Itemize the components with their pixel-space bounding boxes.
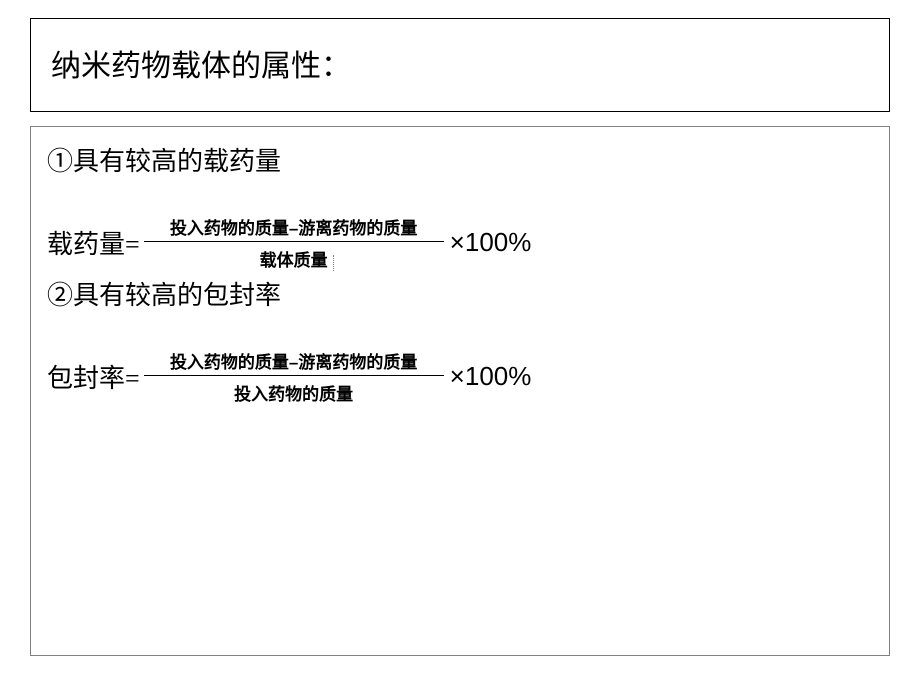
point-1: ①具有较高的载药量 [47, 141, 873, 178]
slide-title: 纳米药物载体的属性： [51, 41, 869, 85]
formula-2-suffix: ×100% [450, 361, 532, 392]
formula-1-label: 载药量= [47, 224, 140, 261]
formula-1: 载药量= 投入药物的质量–游离药物的质量 载体质量 ×100% [47, 214, 873, 271]
formula-2-denominator: 投入药物的质量 [234, 376, 353, 405]
formula-2-fraction: 投入药物的质量–游离药物的质量 投入药物的质量 [144, 348, 444, 405]
formula-1-denominator: 载体质量 [260, 242, 328, 271]
formula-2: 包封率= 投入药物的质量–游离药物的质量 投入药物的质量 ×100% [47, 348, 873, 405]
point-2: ②具有较高的包封率 [47, 275, 873, 312]
formula-2-numerator: 投入药物的质量–游离药物的质量 [170, 348, 417, 375]
formula-1-numerator: 投入药物的质量–游离药物的质量 [170, 214, 417, 241]
formula-1-suffix: ×100% [450, 227, 532, 258]
formula-1-fraction: 投入药物的质量–游离药物的质量 载体质量 [144, 214, 444, 271]
formula-2-label: 包封率= [47, 358, 140, 395]
content-box: ①具有较高的载药量 载药量= 投入药物的质量–游离药物的质量 载体质量 ×100… [30, 126, 890, 656]
title-box: 纳米药物载体的属性： [30, 18, 890, 112]
denom-mark-icon [330, 255, 334, 271]
